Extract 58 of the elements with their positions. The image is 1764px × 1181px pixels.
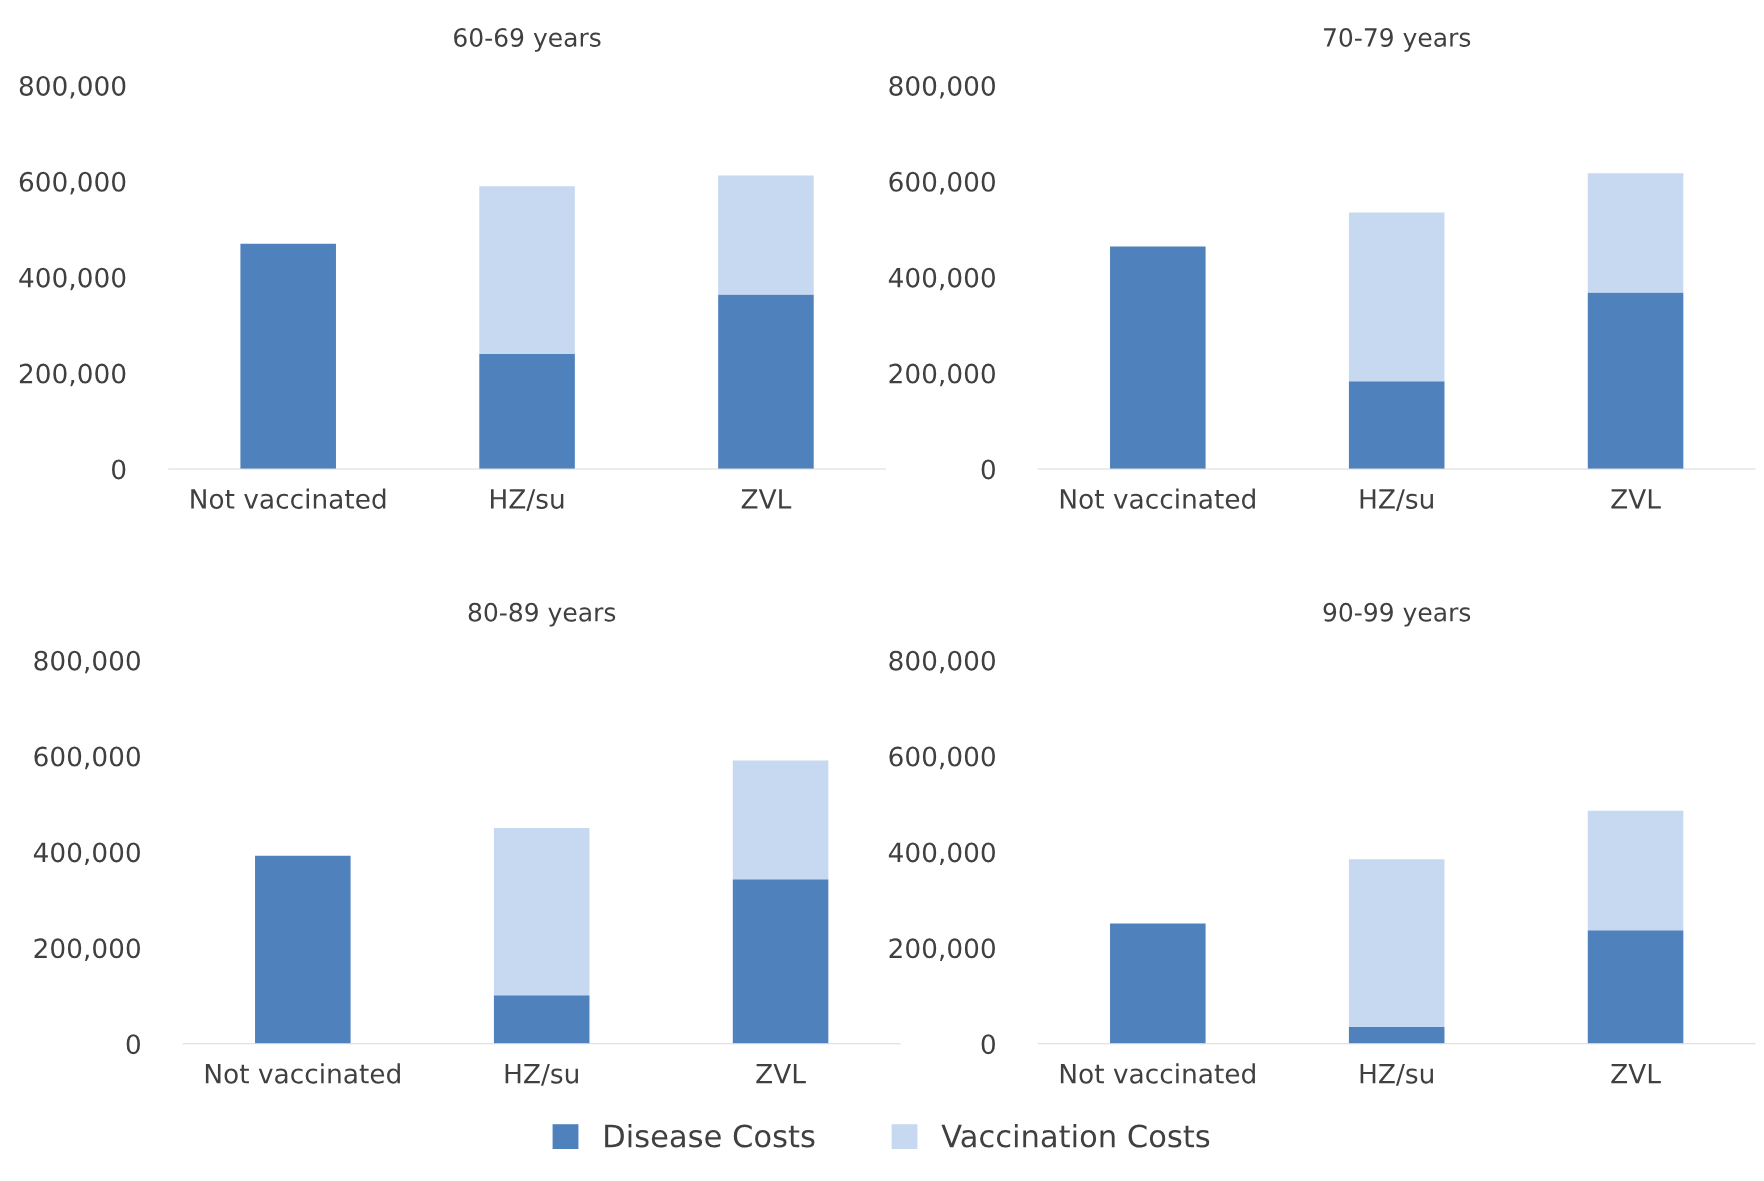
x-tick-label: HZ/su (1360, 1064, 1433, 1086)
bar (493, 995, 590, 1044)
x-tick-label: HZ/su (505, 1064, 578, 1086)
chart-title: 90-99 years (1323, 602, 1471, 627)
y-tick-label: 0 (981, 1034, 995, 1055)
bar (1587, 173, 1684, 293)
bar (732, 760, 829, 880)
y-tick-label: 800,000 (889, 650, 995, 674)
y-tick-label: 200,000 (889, 363, 995, 387)
y-tick-label: 800,000 (34, 650, 140, 674)
y-tick-label: 400,000 (33, 842, 140, 866)
y-tick-label: 0 (112, 459, 126, 480)
x-tick-label: ZVL (741, 489, 792, 509)
x-tick-label: Not vaccinated (205, 1063, 400, 1084)
x-tick-label: ZVL (1611, 489, 1661, 509)
y-tick-label: 600,000 (19, 171, 126, 195)
legend-label: Disease Costs (605, 1123, 815, 1148)
bar (479, 186, 575, 354)
x-tick-label: Not vaccinated (1060, 1063, 1255, 1084)
y-tick-label: 800,000 (19, 75, 126, 99)
y-tick-label: 800,000 (889, 75, 995, 99)
chart-title: 80-89 years (468, 602, 616, 627)
y-tick-label: 600,000 (34, 746, 140, 770)
bar (718, 294, 814, 470)
bar (240, 243, 336, 470)
bar (732, 879, 829, 1044)
bar (718, 175, 814, 295)
bar (1348, 381, 1445, 470)
legend-label: Vaccination Costs (941, 1123, 1210, 1148)
bar (1110, 246, 1206, 470)
bar (1587, 930, 1684, 1044)
y-tick-label: 400,000 (19, 267, 126, 291)
x-tick-label: Not vaccinated (1060, 488, 1255, 509)
bar (479, 353, 575, 470)
bar (255, 855, 351, 1044)
x-tick-label: Not vaccinated (191, 488, 386, 509)
bar (1587, 810, 1684, 931)
chart-title: 60-69 years (454, 28, 601, 52)
y-tick-label: 400,000 (888, 267, 995, 291)
bar (493, 828, 590, 996)
bar (1348, 212, 1445, 382)
y-tick-label: 200,000 (34, 938, 140, 961)
y-tick-label: 400,000 (888, 842, 995, 866)
y-tick-label: 0 (981, 459, 995, 480)
bar (1348, 859, 1445, 1027)
y-tick-label: 0 (126, 1034, 140, 1055)
y-tick-label: 600,000 (889, 171, 995, 195)
x-tick-label: ZVL (1611, 1064, 1661, 1084)
bar (1110, 923, 1206, 1044)
y-tick-label: 600,000 (889, 746, 995, 770)
y-tick-label: 200,000 (889, 938, 995, 961)
x-tick-label: ZVL (756, 1064, 806, 1084)
bar (1587, 292, 1684, 470)
x-tick-label: HZ/su (491, 489, 564, 511)
x-tick-label: HZ/su (1360, 489, 1433, 511)
chart-title: 70-79 years (1324, 28, 1471, 52)
bar (1348, 1027, 1445, 1044)
y-tick-label: 200,000 (19, 363, 126, 387)
